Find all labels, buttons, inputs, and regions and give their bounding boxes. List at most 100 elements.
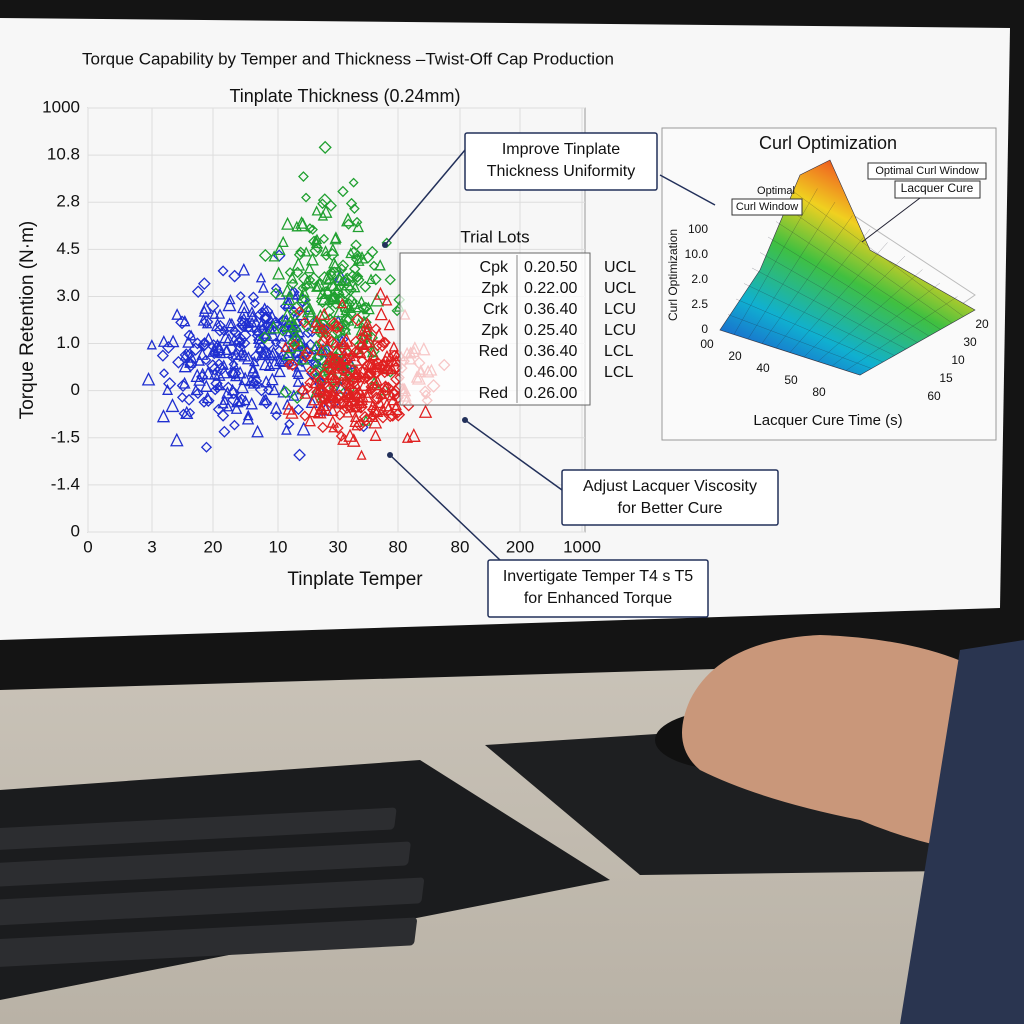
scatter-point	[368, 358, 383, 373]
scatter-point	[319, 346, 331, 358]
scatter-point	[225, 294, 236, 305]
scatter-point	[307, 404, 321, 418]
inset-mesh	[727, 188, 964, 371]
scatter-point	[301, 321, 313, 333]
scatter-point	[244, 373, 258, 387]
y-tick-label: 1000	[42, 97, 80, 116]
scatter-point	[262, 384, 274, 396]
scatter-point	[316, 286, 329, 300]
inset-x-tick: 20	[728, 349, 742, 363]
scatter-point	[320, 323, 332, 335]
scatter-point	[250, 374, 263, 387]
scatter-point	[184, 349, 198, 363]
scatter-point	[348, 297, 361, 309]
inset-z-tick: 15	[939, 371, 953, 385]
scatter-point	[214, 308, 226, 319]
scatter-point	[213, 324, 227, 337]
x-tick-label: 80	[451, 537, 470, 556]
scatter-point	[318, 233, 330, 244]
inset-x-tick: 40	[756, 361, 770, 375]
scatter-point	[260, 327, 273, 339]
callout-arrow	[389, 454, 501, 561]
scatter-point	[346, 269, 360, 284]
scatter-point	[353, 317, 365, 329]
callout-arrowhead	[382, 242, 388, 248]
table-value: 0.36.40	[524, 301, 577, 318]
scatter-point	[222, 401, 234, 412]
y-tick-label: -1.5	[51, 427, 80, 446]
scatter-point	[265, 326, 280, 341]
scatter-point	[372, 327, 386, 342]
scatter-point	[268, 250, 280, 262]
scatter-point	[280, 307, 295, 322]
scatter-point	[219, 394, 230, 405]
scatter-point	[258, 248, 272, 262]
scatter-point	[337, 185, 349, 198]
x-tick-label: 3	[147, 537, 156, 556]
inset-label-box	[894, 180, 981, 199]
callout-arrow	[384, 149, 466, 246]
scatter-point	[368, 260, 380, 271]
scatter-point	[231, 341, 245, 355]
scatter-point	[317, 421, 329, 434]
scatter-point	[387, 387, 402, 402]
scatter-point	[233, 365, 247, 379]
y-tick-label: 0	[71, 521, 80, 540]
scatter-point	[295, 216, 308, 229]
scatter-point	[247, 375, 261, 389]
callout-arrowhead	[462, 417, 468, 423]
scatter-point	[315, 343, 328, 356]
scatter-point	[198, 305, 211, 317]
scatter-point	[304, 223, 316, 234]
scatter-point	[176, 392, 188, 403]
scatter-point	[247, 291, 260, 303]
mesh-line	[791, 190, 964, 317]
callout-arrow	[464, 419, 563, 491]
table-value: 0.36.40	[524, 343, 577, 360]
scatter-point	[379, 355, 392, 368]
inset-title: Curl Optimization	[759, 133, 897, 153]
scatter-point	[351, 419, 363, 431]
scatter-point	[324, 352, 337, 365]
inset-x-label: Lacquer Cure Time (s)	[753, 412, 902, 429]
table-value: 0.20.50	[524, 259, 577, 276]
scatter-point	[206, 359, 220, 373]
scatter-point	[224, 317, 236, 329]
scatter-point	[281, 216, 295, 230]
scatter-point	[361, 348, 375, 363]
scatter-point	[321, 250, 332, 262]
scatter-point	[341, 212, 355, 227]
scatter-point	[141, 371, 156, 386]
scatter-point	[233, 336, 246, 349]
scatter-point	[292, 376, 304, 387]
scatter-point	[197, 277, 211, 291]
keys	[0, 807, 425, 975]
scatter-point	[156, 349, 169, 362]
scatter-point	[282, 402, 296, 415]
scatter-point	[369, 292, 385, 307]
scatter-point	[351, 250, 363, 262]
scatter-point	[178, 376, 191, 389]
scatter-point	[285, 271, 299, 284]
scatter-point	[355, 251, 369, 264]
scatter-point	[377, 336, 390, 349]
table-limit: LCL	[604, 364, 633, 381]
y-tick-label: -1.4	[51, 474, 80, 493]
scatter-point	[287, 278, 299, 290]
scatter-point	[345, 197, 358, 210]
scatter-point	[340, 311, 355, 326]
table-value: 0.46.00	[524, 364, 577, 381]
scatter-point	[307, 272, 321, 286]
scatter-point	[267, 320, 281, 334]
scatter-point	[229, 419, 240, 431]
scatter-point	[201, 317, 213, 329]
scatter-point	[352, 384, 366, 399]
scatter-point	[242, 409, 254, 421]
y-tick-label: 3.0	[56, 286, 80, 305]
scatter-point	[372, 356, 383, 367]
table-value: 0.26.00	[524, 385, 577, 402]
scatter-point	[159, 368, 170, 379]
scatter-point	[258, 312, 271, 325]
scatter-point	[312, 349, 323, 361]
scatter-point	[280, 341, 291, 352]
